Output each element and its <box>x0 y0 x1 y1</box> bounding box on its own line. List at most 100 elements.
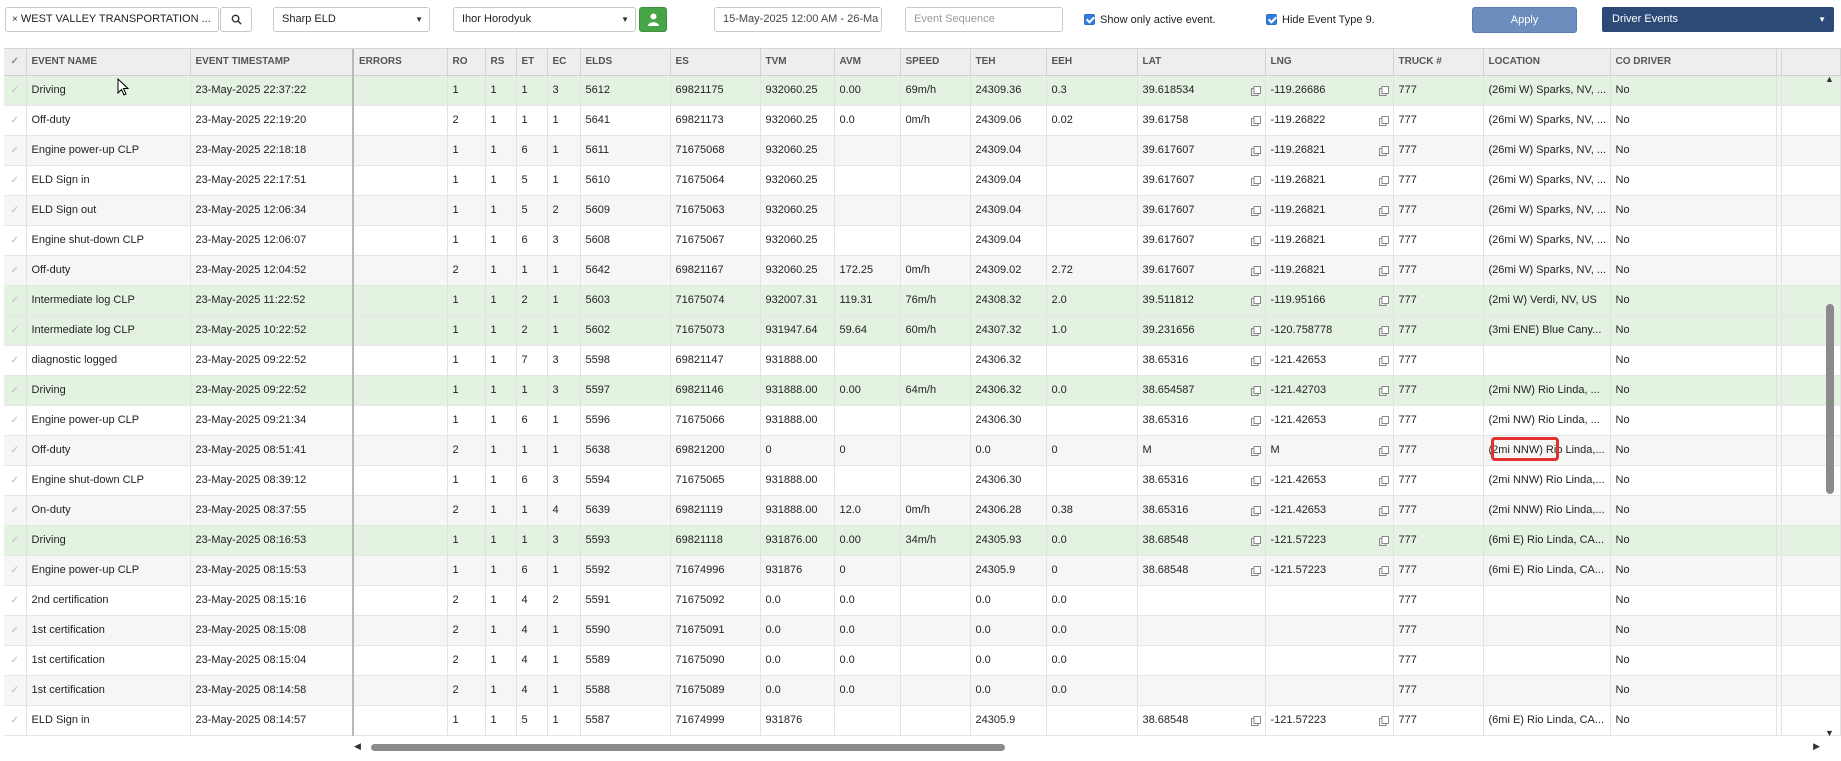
table-row[interactable]: ✓ 2nd certification 23-May-2025 08:15:16 2 1… <box>4 585 1841 616</box>
table-row[interactable]: ✓ Off-duty 23-May-2025 22:19:20 2 1 1 1 5641 698… <box>4 105 1841 136</box>
row-checkbox[interactable]: ✓ <box>4 495 27 526</box>
column-header-errors[interactable]: ERRORS <box>353 49 448 76</box>
copy-icon[interactable] <box>1378 416 1389 426</box>
checkbox-checked-icon[interactable] <box>1084 14 1095 25</box>
copy-icon[interactable] <box>1250 236 1261 246</box>
row-checkbox[interactable]: ✓ <box>4 285 27 316</box>
row-checkbox[interactable]: ✓ <box>4 465 27 496</box>
table-row[interactable]: ✓ ELD Sign in 23-May-2025 08:14:57 1 1 5 1 5587… <box>4 705 1841 736</box>
table-row[interactable]: ✓ Engine power-up CLP 23-May-2025 09:21:34… <box>4 405 1841 436</box>
copy-icon[interactable] <box>1250 566 1261 576</box>
clear-icon[interactable]: × <box>12 14 18 25</box>
copy-icon[interactable] <box>1378 446 1389 456</box>
row-checkbox[interactable]: ✓ <box>4 315 27 346</box>
row-checkbox[interactable]: ✓ <box>4 525 27 556</box>
table-row[interactable]: ✓ Engine shut-down CLP 23-May-2025 08:39:1… <box>4 465 1841 496</box>
copy-icon[interactable] <box>1250 716 1261 726</box>
copy-icon[interactable] <box>1250 356 1261 366</box>
copy-icon[interactable] <box>1378 266 1389 276</box>
row-checkbox[interactable]: ✓ <box>4 375 27 406</box>
copy-icon[interactable] <box>1250 506 1261 516</box>
table-row[interactable]: ✓ Intermediate log CLP 23-May-2025 10:22:5… <box>4 315 1841 346</box>
table-row[interactable]: ✓ Off-duty 23-May-2025 12:04:52 2 1 1 1 5642 698… <box>4 255 1841 286</box>
copy-icon[interactable] <box>1250 206 1261 216</box>
copy-icon[interactable] <box>1378 506 1389 516</box>
column-header-event-timestamp[interactable]: EVENT TIMESTAMP <box>190 49 354 76</box>
copy-icon[interactable] <box>1378 716 1389 726</box>
scroll-up-icon[interactable]: ▲ <box>1825 74 1834 84</box>
column-header-co-driver[interactable]: CO DRIVER <box>1610 49 1777 76</box>
table-row[interactable]: ✓ Off-duty 23-May-2025 08:51:41 2 1 1 1 5638 698… <box>4 435 1841 466</box>
copy-icon[interactable] <box>1378 386 1389 396</box>
driver-profile-button[interactable] <box>639 7 667 32</box>
row-checkbox[interactable]: ✓ <box>4 615 27 646</box>
copy-icon[interactable] <box>1378 176 1389 186</box>
copy-icon[interactable] <box>1378 116 1389 126</box>
vertical-scroll-thumb[interactable] <box>1826 304 1834 494</box>
table-row[interactable]: ✓ On-duty 23-May-2025 08:37:55 2 1 1 4 5639 6982… <box>4 495 1841 526</box>
event-sequence-input[interactable]: Event Sequence <box>905 7 1063 32</box>
column-header-avm[interactable]: AVM <box>834 49 901 76</box>
copy-icon[interactable] <box>1250 476 1261 486</box>
scroll-down-icon[interactable]: ▼ <box>1825 728 1834 738</box>
row-checkbox[interactable]: ✓ <box>4 165 27 196</box>
driver-select[interactable]: Ihor Horodyuk ▼ <box>453 7 636 32</box>
row-checkbox[interactable]: ✓ <box>4 645 27 676</box>
table-row[interactable]: ✓ Driving 23-May-2025 22:37:22 1 1 1 3 5612 6982… <box>4 75 1841 106</box>
column-header-ec[interactable]: EC <box>547 49 581 76</box>
table-row[interactable]: ✓ Intermediate log CLP 23-May-2025 11:22:5… <box>4 285 1841 316</box>
row-checkbox[interactable]: ✓ <box>4 105 27 136</box>
column-header-et[interactable]: ET <box>516 49 548 76</box>
table-row[interactable]: ✓ ELD Sign in 23-May-2025 22:17:51 1 1 5 1 5610… <box>4 165 1841 196</box>
carrier-select[interactable]: × WEST VALLEY TRANSPORTATION ... <box>5 7 219 32</box>
row-checkbox[interactable]: ✓ <box>4 345 27 376</box>
copy-icon[interactable] <box>1250 296 1261 306</box>
table-row[interactable]: ✓ 1st certification 23-May-2025 08:15:04 2 1… <box>4 645 1841 676</box>
row-checkbox[interactable]: ✓ <box>4 675 27 706</box>
table-row[interactable]: ✓ Engine power-up CLP 23-May-2025 22:18:18… <box>4 135 1841 166</box>
hide-type9-checkbox[interactable]: Hide Event Type 9. <box>1266 13 1375 27</box>
copy-icon[interactable] <box>1250 446 1261 456</box>
column-header-eeh[interactable]: EEH <box>1046 49 1138 76</box>
copy-icon[interactable] <box>1378 566 1389 576</box>
copy-icon[interactable] <box>1250 86 1261 96</box>
column-header-es[interactable]: ES <box>670 49 761 76</box>
row-checkbox[interactable]: ✓ <box>4 405 27 436</box>
column-header-location[interactable]: LOCATION <box>1483 49 1611 76</box>
column-header-lng[interactable]: LNG <box>1265 49 1394 76</box>
column-header-truck[interactable]: TRUCK # <box>1393 49 1484 76</box>
table-row[interactable]: ✓ 1st certification 23-May-2025 08:14:58 2 1… <box>4 675 1841 706</box>
copy-icon[interactable] <box>1378 536 1389 546</box>
horizontal-scrollbar[interactable]: ◀ ▶ <box>354 740 1820 754</box>
show-active-checkbox[interactable]: Show only active event. <box>1084 13 1216 27</box>
copy-icon[interactable] <box>1250 146 1261 156</box>
copy-icon[interactable] <box>1378 326 1389 336</box>
copy-icon[interactable] <box>1250 386 1261 396</box>
scroll-left-icon[interactable]: ◀ <box>354 741 361 751</box>
copy-icon[interactable] <box>1250 116 1261 126</box>
scroll-right-icon[interactable]: ▶ <box>1813 741 1820 751</box>
table-row[interactable]: ✓ Engine power-up CLP 23-May-2025 08:15:53… <box>4 555 1841 586</box>
row-checkbox[interactable]: ✓ <box>4 135 27 166</box>
copy-icon[interactable] <box>1378 356 1389 366</box>
row-checkbox[interactable]: ✓ <box>4 585 27 616</box>
row-checkbox[interactable]: ✓ <box>4 435 27 466</box>
table-row[interactable]: ✓ 1st certification 23-May-2025 08:15:08 2 1… <box>4 615 1841 646</box>
column-header-tvm[interactable]: TVM <box>760 49 835 76</box>
checkbox-checked-icon[interactable] <box>1266 14 1277 25</box>
column-header-elds[interactable]: ELDS <box>580 49 671 76</box>
vertical-scrollbar[interactable]: ▲ ▼ <box>1823 74 1837 738</box>
row-checkbox[interactable]: ✓ <box>4 255 27 286</box>
column-header-teh[interactable]: TEH <box>970 49 1047 76</box>
date-range-input[interactable]: 15-May-2025 12:00 AM - 26-Ma <box>714 7 882 32</box>
column-header-speed[interactable]: SPEED <box>900 49 971 76</box>
column-header-ro[interactable]: RO <box>447 49 486 76</box>
table-row[interactable]: ✓ Driving 23-May-2025 09:22:52 1 1 1 3 5597 6982… <box>4 375 1841 406</box>
apply-button[interactable]: Apply <box>1472 7 1577 33</box>
table-row[interactable]: ✓ Engine shut-down CLP 23-May-2025 12:06:0… <box>4 225 1841 256</box>
copy-icon[interactable] <box>1250 176 1261 186</box>
copy-icon[interactable] <box>1250 536 1261 546</box>
select-all-checkbox[interactable]: ✓ <box>4 49 27 76</box>
copy-icon[interactable] <box>1378 296 1389 306</box>
copy-icon[interactable] <box>1378 146 1389 156</box>
